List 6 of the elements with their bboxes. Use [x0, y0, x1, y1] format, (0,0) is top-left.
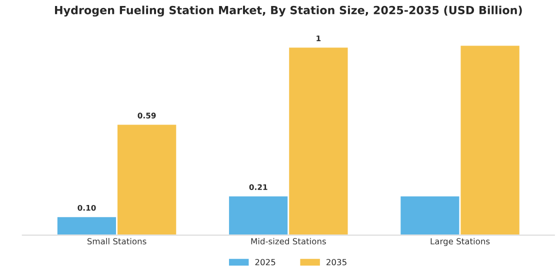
- x-tick-label: Small Stations: [87, 238, 146, 244]
- legend-label: 2035: [326, 258, 346, 266]
- chart-title: Hydrogen Fueling Station Market, By Station Size, 2025-2035 (USD Billion): [55, 6, 522, 17]
- legend-label: 2025: [255, 258, 276, 266]
- x-tick-label: Large Stations: [430, 238, 490, 246]
- x-tick-label: Mid-sized Stations: [251, 238, 326, 244]
